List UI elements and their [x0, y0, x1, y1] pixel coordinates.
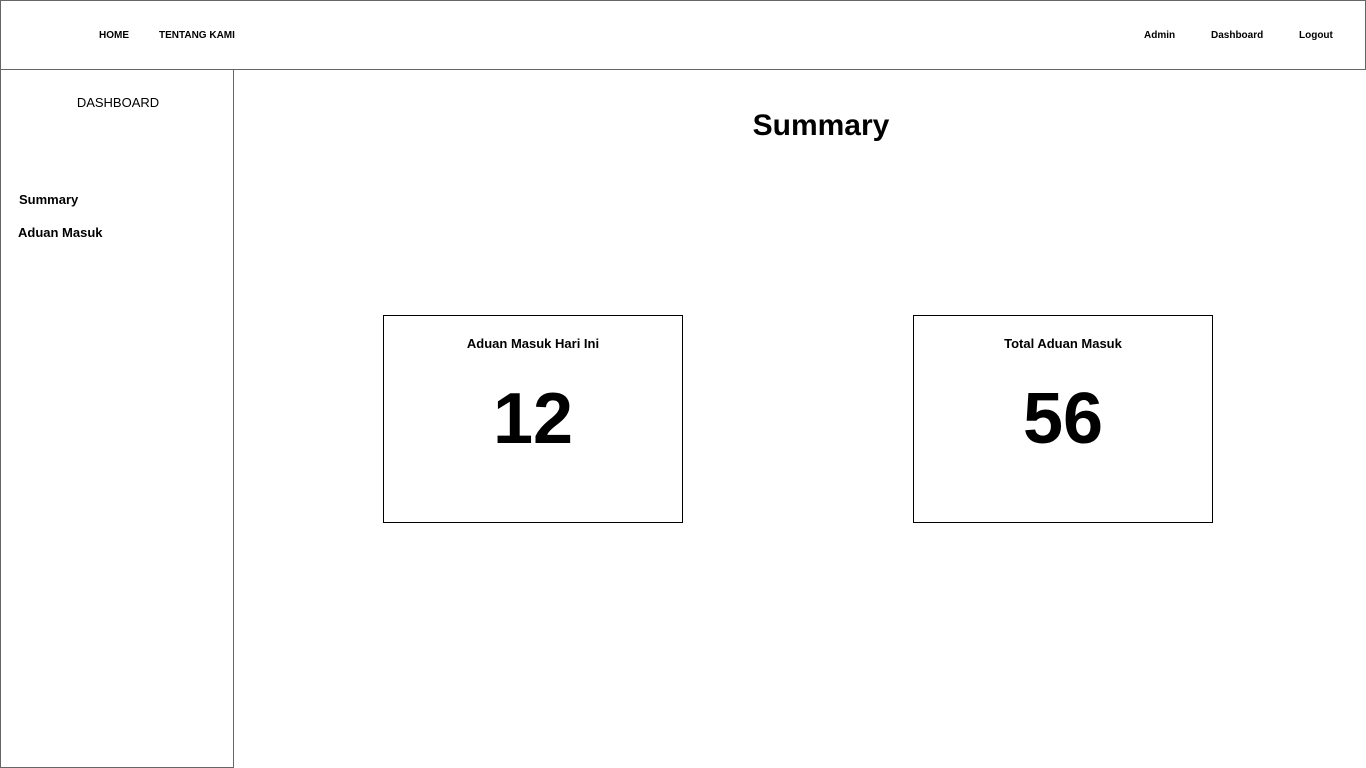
sidebar: DASHBOARD Summary Aduan Masuk — [0, 69, 234, 768]
nav-link-admin[interactable]: Admin — [1144, 30, 1176, 41]
nav-link-logout[interactable]: Logout — [1299, 30, 1333, 41]
stat-card-aduan-hari-ini: Aduan Masuk Hari Ini 12 — [383, 315, 683, 523]
sidebar-title: DASHBOARD — [76, 95, 160, 110]
stat-card-value: 12 — [492, 379, 574, 459]
stat-card-label: Aduan Masuk Hari Ini — [466, 336, 600, 351]
stat-card-value: 56 — [1022, 379, 1104, 459]
page-title: Summary — [752, 109, 890, 142]
stat-card-total-aduan: Total Aduan Masuk 56 — [913, 315, 1213, 523]
sidebar-item-summary[interactable]: Summary — [19, 192, 79, 207]
nav-link-home[interactable]: HOME — [99, 30, 129, 41]
nav-link-dashboard[interactable]: Dashboard — [1211, 30, 1264, 41]
stat-card-label: Total Aduan Masuk — [1004, 336, 1122, 351]
nav-link-tentang-kami[interactable]: TENTANG KAMI — [159, 30, 235, 41]
top-navigation-bar: HOME TENTANG KAMI Admin Dashboard Logout — [0, 0, 1366, 70]
sidebar-item-aduan-masuk[interactable]: Aduan Masuk — [18, 225, 103, 240]
